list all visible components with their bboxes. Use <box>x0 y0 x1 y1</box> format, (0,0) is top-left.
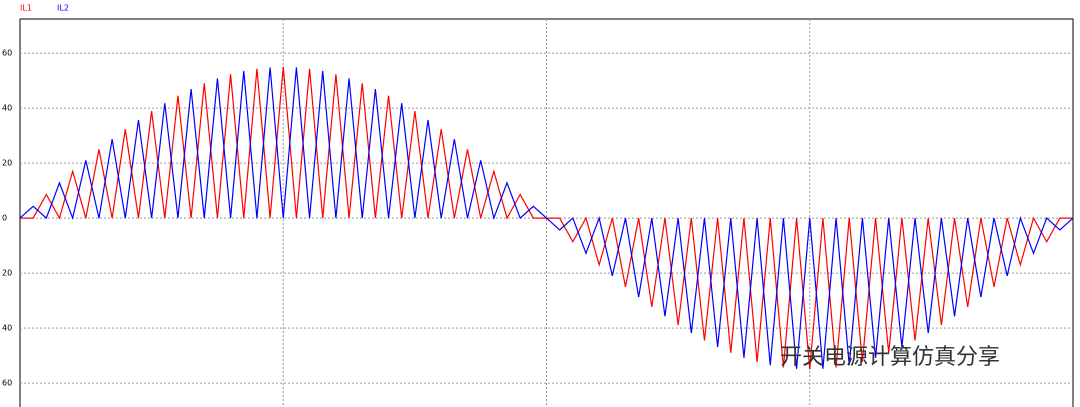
y-tick-label: 40 <box>2 324 12 333</box>
series-line <box>19 67 1074 369</box>
y-tick-label: 40 <box>2 104 12 113</box>
y-tick-label: 0 <box>2 214 7 223</box>
y-tick-label: 60 <box>2 49 12 58</box>
y-tick-label: 20 <box>2 269 12 278</box>
legend-label: IL2 <box>57 4 69 13</box>
y-tick-label: 20 <box>2 159 12 168</box>
watermark: 开关电源计算仿真分享 <box>780 345 1000 370</box>
y-tick-label: 60 <box>2 379 12 388</box>
legend-label: IL1 <box>20 4 32 13</box>
